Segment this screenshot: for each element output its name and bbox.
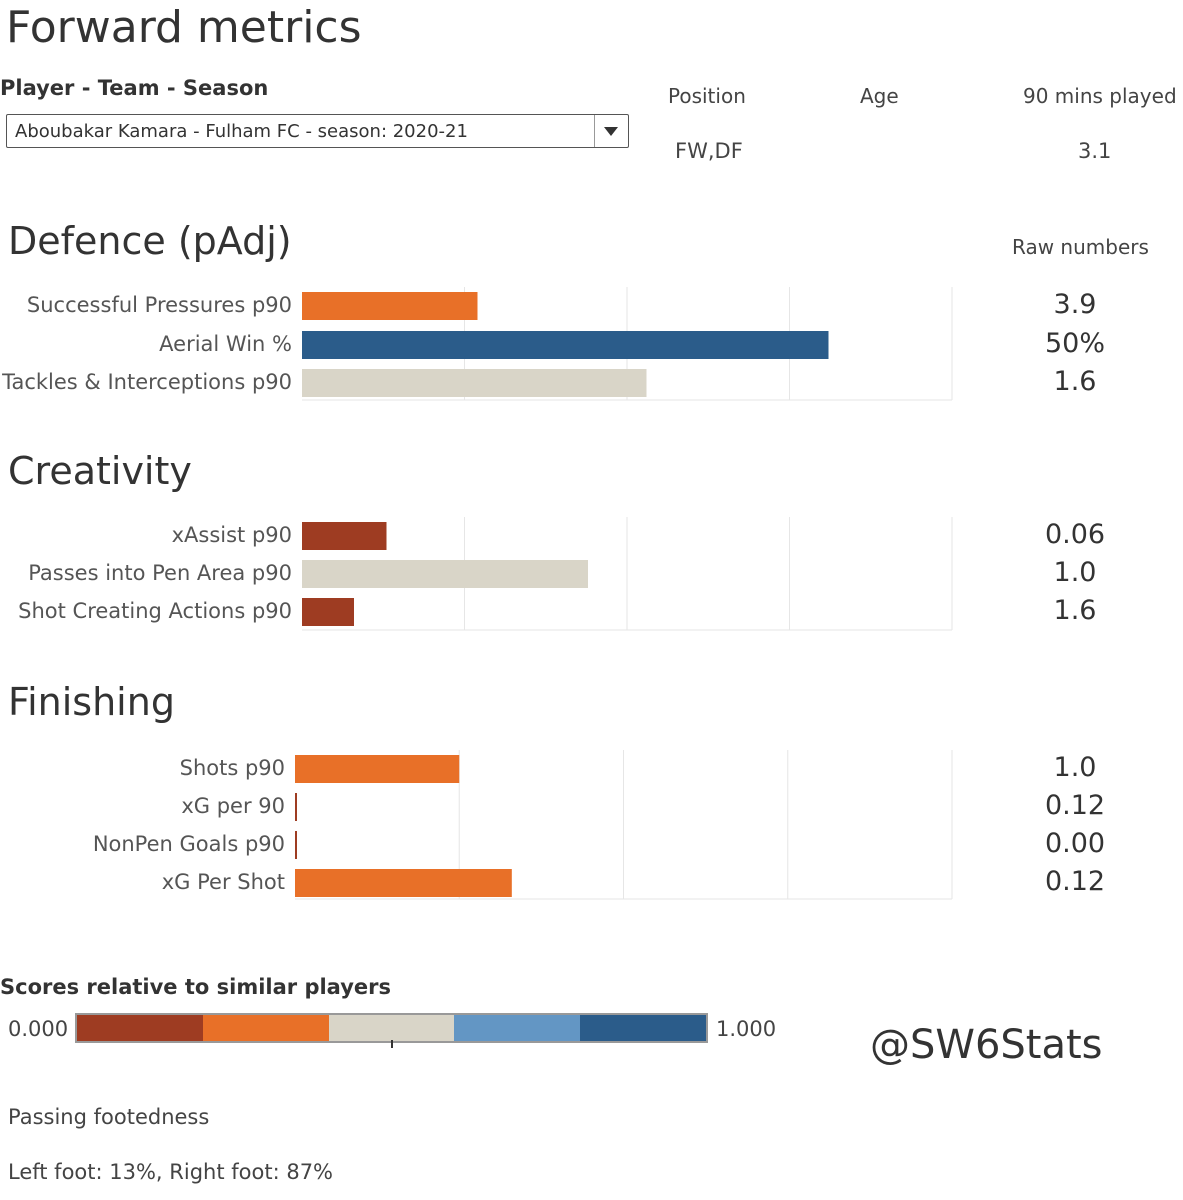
- dropdown-separator: [594, 115, 595, 147]
- legend-tick: [391, 1040, 393, 1048]
- metric-bar[interactable]: [302, 369, 647, 397]
- metric-bar[interactable]: [302, 598, 354, 626]
- footedness-title: Passing footedness: [8, 1105, 210, 1129]
- raw-value: 1.0: [1053, 752, 1097, 783]
- metric-label: Tackles & Interceptions p90: [2, 370, 292, 394]
- position-label: Position: [668, 84, 746, 108]
- raw-value: 1.6: [1053, 366, 1097, 397]
- metric-bar[interactable]: [302, 292, 478, 320]
- metric-bar[interactable]: [295, 793, 297, 821]
- raw-value: 0.12: [1044, 866, 1106, 897]
- metric-label: Shot Creating Actions p90: [18, 599, 292, 623]
- mins-played-label: 90 mins played: [1023, 84, 1177, 108]
- metric-bar[interactable]: [295, 755, 460, 783]
- color-scale-legend: [75, 1013, 708, 1043]
- metric-bar[interactable]: [295, 831, 297, 859]
- raw-value: 50%: [1044, 328, 1105, 359]
- raw-value: 0.06: [1044, 519, 1106, 550]
- metric-bar[interactable]: [295, 869, 512, 897]
- metric-bar[interactable]: [302, 560, 588, 588]
- mins-played-value: 3.1: [1078, 139, 1112, 163]
- legend-swatch: [328, 1015, 455, 1041]
- raw-value: 3.9: [1053, 289, 1097, 320]
- metric-label: xAssist p90: [171, 523, 292, 547]
- section-title: Creativity: [8, 449, 192, 493]
- raw-value: 0.12: [1044, 790, 1106, 821]
- watermark: @SW6Stats: [870, 1022, 1103, 1068]
- selector-label: Player - Team - Season: [0, 76, 269, 100]
- legend-min-label: 0.000: [8, 1017, 69, 1041]
- legend-max-label: 1.000: [716, 1017, 777, 1041]
- metric-label: xG per 90: [181, 794, 285, 818]
- chevron-down-icon[interactable]: [604, 127, 618, 136]
- position-value: FW,DF: [675, 139, 743, 163]
- raw-numbers-header: Raw numbers: [1012, 235, 1149, 259]
- metric-label: Aerial Win %: [159, 332, 292, 356]
- metric-bar[interactable]: [302, 522, 387, 550]
- section-title: Defence (pAdj): [8, 219, 292, 263]
- raw-value: 1.0: [1053, 557, 1097, 588]
- legend-swatch: [454, 1015, 581, 1041]
- legend-swatch: [202, 1015, 329, 1041]
- metric-label: Passes into Pen Area p90: [28, 561, 292, 585]
- legend-swatch: [77, 1015, 203, 1041]
- footedness-value: Left foot: 13%, Right foot: 87%: [8, 1160, 334, 1184]
- legend-swatch: [580, 1015, 706, 1041]
- page-title: Forward metrics: [6, 2, 362, 53]
- raw-value: 1.6: [1053, 595, 1097, 626]
- metric-label: Successful Pressures p90: [26, 293, 292, 317]
- metric-label: Shots p90: [179, 756, 285, 780]
- raw-value: 0.00: [1044, 828, 1106, 859]
- metric-label: xG Per Shot: [161, 870, 285, 894]
- metric-bar[interactable]: [302, 331, 829, 359]
- player-dropdown-value: Aboubakar Kamara - Fulham FC - season: 2…: [15, 121, 468, 142]
- metric-label: NonPen Goals p90: [92, 832, 285, 856]
- age-label: Age: [860, 84, 899, 108]
- section-title: Finishing: [8, 680, 175, 724]
- player-dropdown[interactable]: Aboubakar Kamara - Fulham FC - season: 2…: [6, 114, 629, 148]
- legend-title: Scores relative to similar players: [0, 975, 391, 999]
